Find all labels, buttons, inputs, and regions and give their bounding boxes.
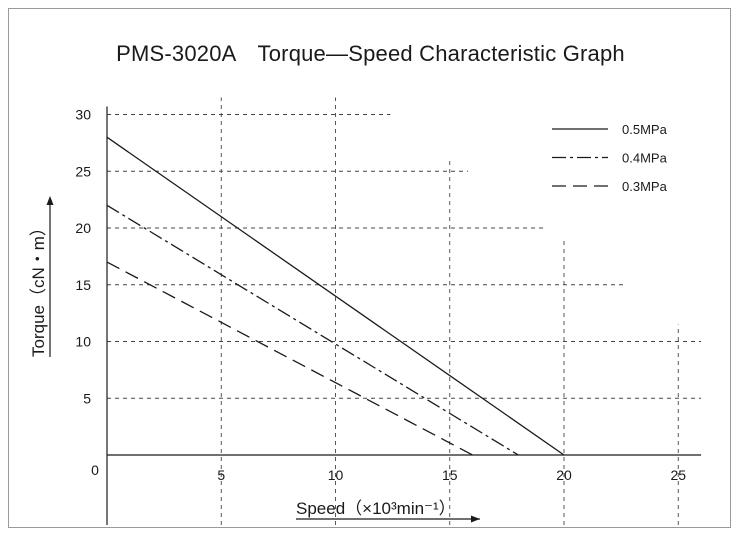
y-tick-label-25: 25 [75,163,91,179]
x-tick-label-20: 20 [556,467,572,483]
y-tick-label-30: 30 [75,107,91,123]
origin-label: 0 [91,462,99,478]
series-line-1 [106,136,565,456]
x-axis-label-arrow-head [471,515,480,523]
x-axis-label: Speed（×10³min⁻¹） [296,499,456,518]
x-tick-label-5: 5 [217,467,225,483]
legend-label-3: 0.3MPa [622,179,668,194]
series-lines [106,136,565,456]
axis-labels: Speed（×10³min⁻¹） Torque（cN・m） [29,196,480,523]
chart-frame [8,8,731,528]
y-tick-label-15: 15 [75,277,91,293]
y-tick-label-5: 5 [83,390,91,406]
legend: 0.5MPa 0.4MPa 0.3MPa [552,122,668,194]
chart-title: PMS-3020A Torque—Speed Characteristic Gr… [116,41,625,66]
x-tick-label-15: 15 [442,467,458,483]
series-line-3 [106,261,473,456]
grid-lines [107,97,702,525]
legend-label-2: 0.4MPa [622,151,668,166]
y-axis-label-arrow-head [46,196,54,205]
axes [106,106,702,525]
tick-labels: 5 10 15 20 25 30 5 10 15 20 25 0 [75,107,686,484]
x-tick-label-10: 10 [328,467,344,483]
y-axis-label: Torque（cN・m） [29,219,48,357]
legend-label-1: 0.5MPa [622,122,668,137]
series-line-2 [106,204,519,456]
y-tick-label-20: 20 [75,220,91,236]
y-tick-label-10: 10 [75,334,91,350]
x-tick-label-25: 25 [670,467,686,483]
